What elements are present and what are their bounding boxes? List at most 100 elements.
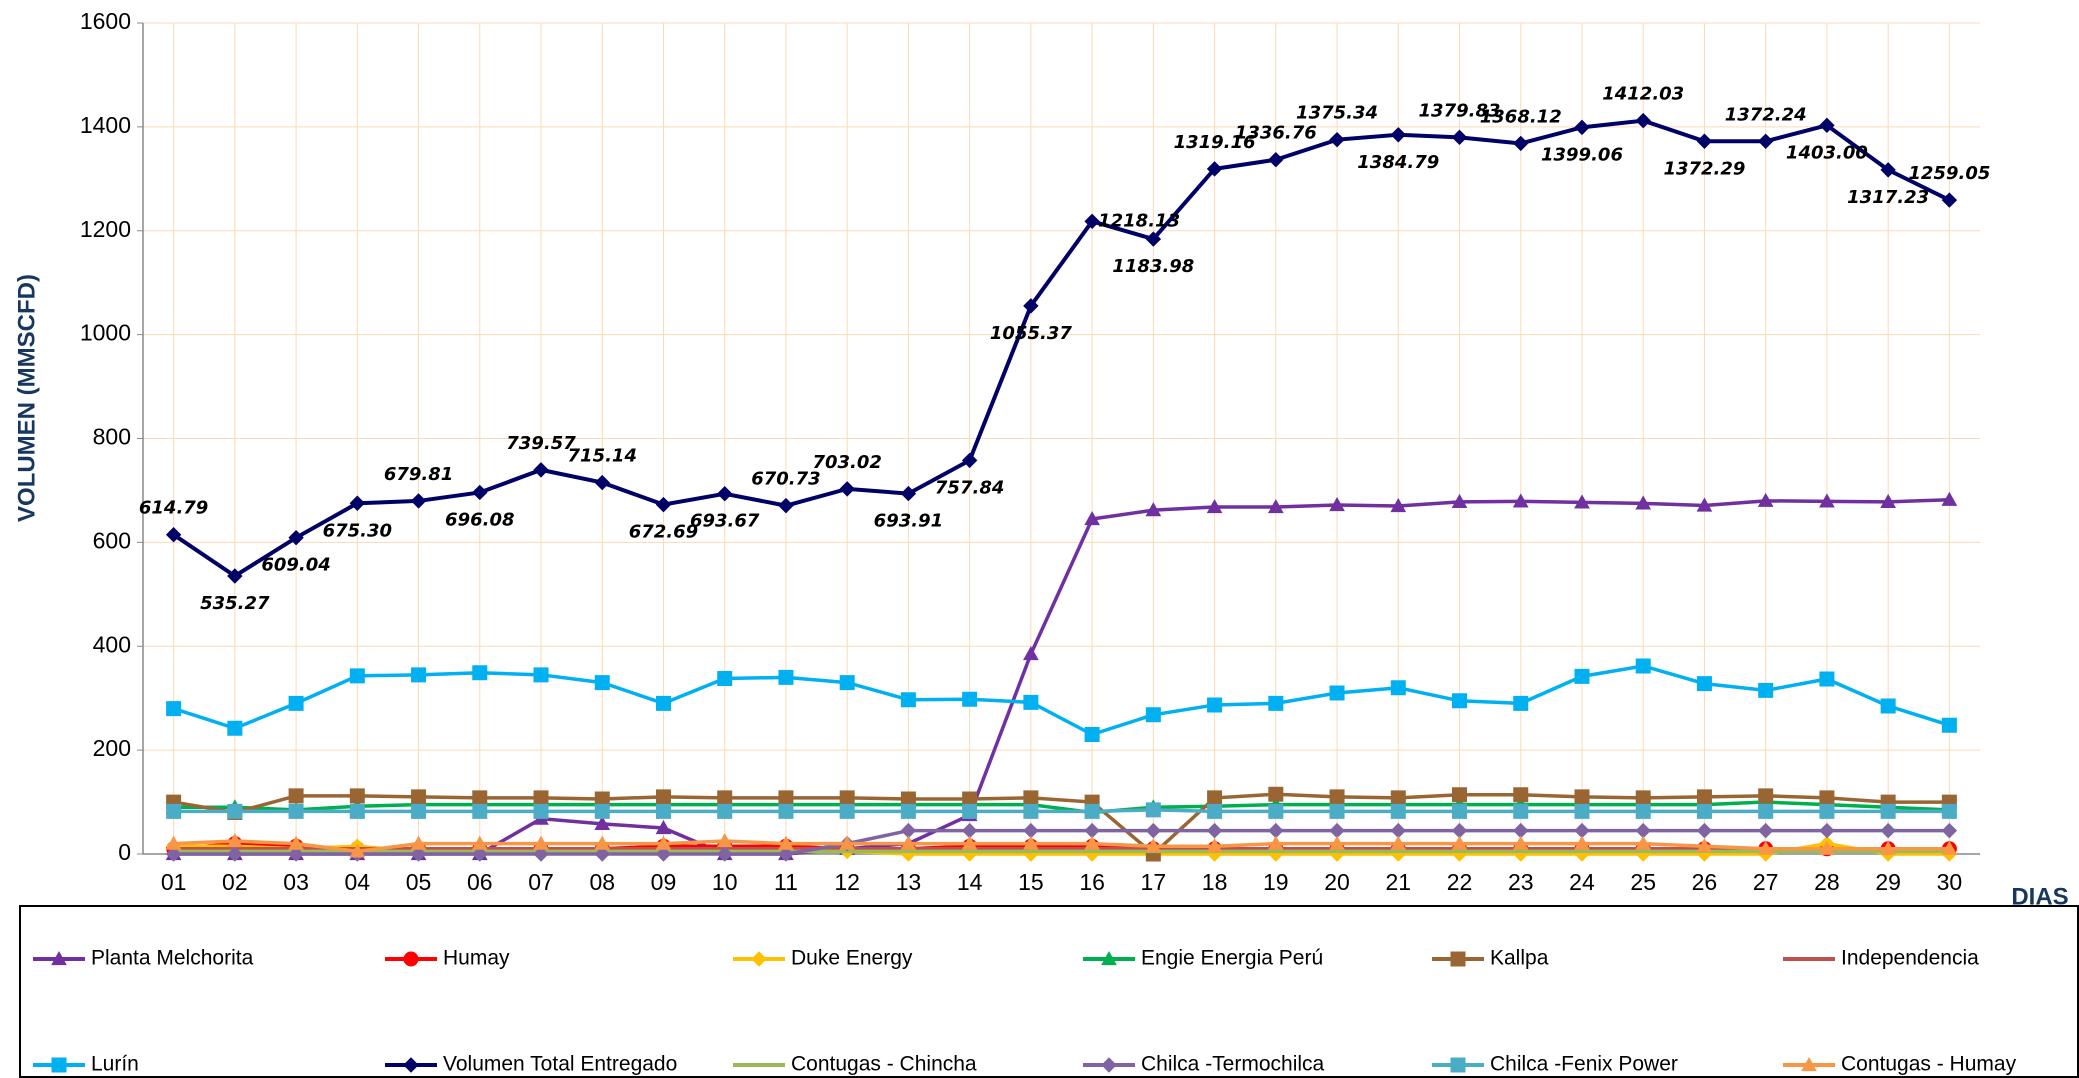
- data-point: [1329, 835, 1345, 850]
- data-point: [1513, 695, 1529, 711]
- data-point: [472, 484, 488, 501]
- data-point: [1696, 676, 1712, 692]
- data-point: [900, 835, 917, 850]
- data-point: [594, 675, 610, 691]
- legend-label: Contugas - Chincha: [791, 1053, 977, 1076]
- data-point: [1207, 790, 1223, 806]
- x-tick-label: 16: [1079, 869, 1105, 895]
- data-point: [533, 667, 549, 683]
- data-label: 696.08: [445, 509, 514, 530]
- data-point: [1941, 717, 1957, 733]
- data-point: [1390, 822, 1406, 839]
- data-point: [410, 835, 427, 850]
- data-point: [1635, 790, 1651, 806]
- data-label: 670.73: [751, 469, 820, 490]
- data-point: [1267, 835, 1284, 850]
- data-label: 693.91: [874, 511, 943, 532]
- data-point: [1819, 790, 1835, 806]
- series-line: [173, 800, 1950, 815]
- data-point: [655, 835, 672, 850]
- data-point: [1574, 494, 1590, 509]
- x-tick-label: 30: [1937, 869, 1963, 895]
- data-point: [165, 835, 182, 850]
- x-tick-label: 12: [834, 869, 860, 895]
- data-point: [1819, 840, 1835, 855]
- y-tick-label: 600: [93, 527, 131, 553]
- x-tick-label: 21: [1385, 869, 1411, 895]
- data-point: [900, 485, 917, 502]
- data-point: [655, 695, 671, 711]
- data-point: [1390, 790, 1406, 806]
- data-point: [962, 803, 978, 819]
- data-point: [839, 481, 855, 497]
- data-point: [166, 803, 182, 819]
- data-point: [349, 788, 365, 804]
- legend-box: [19, 905, 2079, 1078]
- data-label: 715.14: [568, 446, 637, 467]
- data-point: [1513, 787, 1529, 803]
- data-point: [1696, 789, 1712, 805]
- x-tick-label: 17: [1141, 869, 1167, 895]
- data-point: [594, 474, 610, 491]
- data-point: [533, 790, 549, 806]
- data-point: [1329, 803, 1345, 819]
- data-point: [1145, 802, 1161, 818]
- x-tick-label: 09: [651, 869, 677, 895]
- data-point: [839, 790, 855, 806]
- data-label: 609.04: [261, 555, 330, 576]
- x-tick-label: 02: [222, 869, 248, 895]
- data-label: 679.81: [384, 464, 453, 485]
- legend-label: Kallpa: [1490, 947, 1549, 970]
- x-tick-label: 20: [1324, 869, 1350, 895]
- x-tick-label: 14: [957, 869, 983, 895]
- x-tick-label: 06: [467, 869, 493, 895]
- data-point: [961, 822, 978, 839]
- legend-label: Volumen Total Entregado: [443, 1053, 677, 1076]
- data-point: [961, 452, 978, 469]
- legend-marker: [751, 951, 767, 967]
- data-point: [472, 803, 488, 819]
- data-point: [778, 790, 794, 806]
- data-point: [717, 790, 733, 806]
- data-label: 672.69: [629, 522, 698, 543]
- data-point: [1574, 119, 1590, 136]
- data-point: [349, 495, 366, 511]
- data-label: 1384.79: [1357, 152, 1439, 173]
- data-point: [1757, 840, 1774, 855]
- data-point: [1635, 495, 1652, 510]
- data-point: [533, 835, 549, 850]
- data-point: [1023, 835, 1039, 850]
- legend-label: Chilca -Termochilca: [1141, 1053, 1325, 1076]
- data-point: [1696, 803, 1712, 819]
- data-point: [533, 846, 549, 862]
- y-tick-label: 1000: [80, 320, 131, 346]
- series-line: [173, 664, 1950, 737]
- data-point: [1635, 835, 1652, 850]
- data-point: [1390, 803, 1406, 819]
- data-label: 1372.24: [1725, 104, 1807, 125]
- data-label: 1372.29: [1663, 158, 1745, 179]
- data-label: 1368.12: [1480, 106, 1562, 127]
- data-label: 1218.13: [1098, 210, 1180, 231]
- data-point: [655, 820, 672, 835]
- x-tick-label: 07: [528, 869, 554, 895]
- y-tick-label: 1600: [80, 8, 131, 34]
- data-point: [1880, 698, 1896, 714]
- data-point: [778, 846, 794, 862]
- data-point: [1451, 129, 1468, 146]
- data-point: [1451, 835, 1468, 850]
- legend-marker: [51, 1057, 67, 1073]
- x-tick-label: 13: [896, 869, 922, 895]
- data-point: [1023, 694, 1039, 710]
- data-point: [411, 789, 427, 805]
- legend-marker: [1801, 1056, 1817, 1072]
- data-point: [1023, 803, 1039, 819]
- data-point: [1084, 213, 1100, 230]
- data-point: [594, 803, 610, 819]
- data-point: [1023, 646, 1039, 661]
- x-tick-label: 27: [1753, 869, 1779, 895]
- data-point: [1574, 803, 1590, 819]
- data-point: [1574, 789, 1590, 805]
- data-point: [1390, 835, 1407, 850]
- data-point: [1145, 502, 1162, 517]
